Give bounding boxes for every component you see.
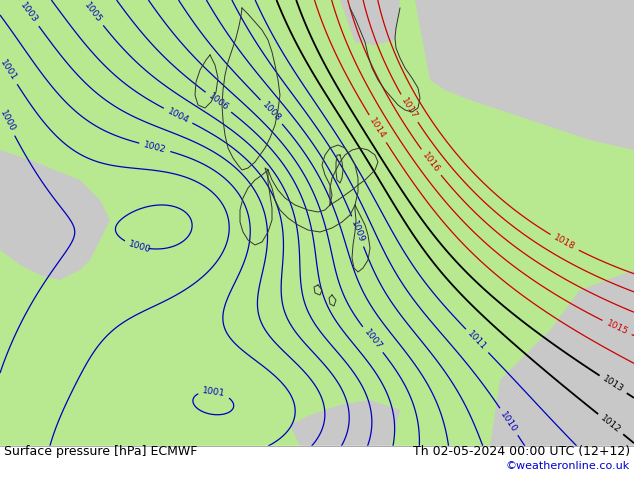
- Text: 1006: 1006: [207, 92, 230, 113]
- Text: ©weatheronline.co.uk: ©weatheronline.co.uk: [506, 461, 630, 471]
- Text: 1012: 1012: [599, 414, 623, 435]
- Text: Surface pressure [hPa] ECMWF: Surface pressure [hPa] ECMWF: [4, 445, 197, 459]
- Text: 1004: 1004: [166, 106, 190, 125]
- Text: 1001: 1001: [0, 58, 18, 83]
- Text: Th 02-05-2024 00:00 UTC (12+12): Th 02-05-2024 00:00 UTC (12+12): [413, 445, 630, 459]
- Text: 1014: 1014: [368, 117, 387, 141]
- Text: 1007: 1007: [362, 328, 384, 351]
- Text: 1000: 1000: [127, 239, 152, 255]
- Text: 1016: 1016: [420, 150, 442, 174]
- Text: 1017: 1017: [399, 96, 419, 121]
- Text: 1008: 1008: [261, 100, 283, 123]
- Text: 1001: 1001: [202, 386, 226, 398]
- Text: 1009: 1009: [349, 219, 366, 244]
- Text: 1010: 1010: [499, 410, 519, 434]
- Text: 1000: 1000: [0, 109, 16, 134]
- Text: 1013: 1013: [601, 374, 625, 394]
- Bar: [0, 446, 634, 490]
- Text: 1003: 1003: [19, 1, 40, 25]
- Text: 1005: 1005: [83, 0, 104, 24]
- Text: 1002: 1002: [143, 140, 167, 154]
- Text: 1011: 1011: [466, 329, 488, 352]
- Text: 1018: 1018: [552, 233, 577, 252]
- Text: 1015: 1015: [605, 318, 630, 337]
